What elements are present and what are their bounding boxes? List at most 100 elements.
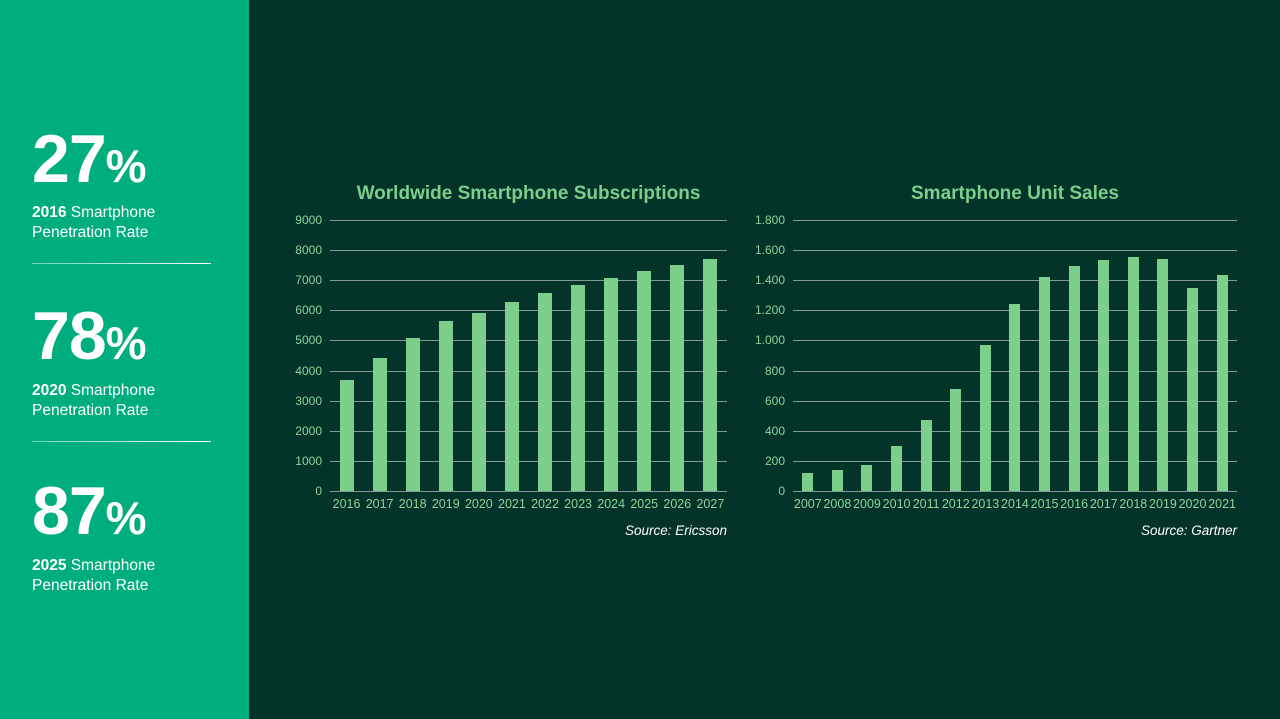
- bar-cell: [971, 220, 1001, 491]
- bar: [604, 278, 619, 491]
- x-axis-tick-label: 2019: [1149, 497, 1177, 511]
- y-axis-tick-label: 8000: [295, 243, 322, 257]
- y-axis-tick-label: 1.600: [754, 243, 785, 257]
- gridline: [793, 220, 1237, 221]
- y-axis-tick-label: 5000: [295, 333, 322, 347]
- bar: [950, 389, 962, 491]
- x-axis-tick-label: 2013: [971, 497, 1000, 511]
- x-axis-tick-label: 2011: [912, 497, 940, 511]
- stat-label-line2: Penetration Rate: [32, 402, 149, 419]
- stat-value-2025: 87%: [32, 477, 147, 545]
- y-axis-tick-label: 0: [315, 484, 322, 498]
- bar: [1187, 288, 1199, 491]
- bar-cell: [595, 220, 628, 491]
- stat-year: 2016: [32, 204, 67, 221]
- bar-cell: [330, 220, 363, 491]
- x-axis-tick-label: 2020: [1178, 497, 1207, 511]
- x-axis-tick-label: 2017: [1089, 497, 1118, 511]
- x-axis-labels: 2016 2017 2018 2019 2020 2021 2022 2023 2024 2025…: [330, 497, 727, 511]
- y-axis-tick-label: 9000: [295, 213, 322, 227]
- stat-label-2025: 2025 Smartphone Penetration Rate: [32, 556, 212, 596]
- bar-cell: [429, 220, 462, 491]
- x-axis-tick-label: 2012: [941, 497, 970, 511]
- gridline: [330, 461, 727, 462]
- y-axis-tick-label: 1.800: [754, 213, 785, 227]
- bar: [1068, 266, 1080, 491]
- bar-cell: [661, 220, 694, 491]
- chart-title: Worldwide Smartphone Subscriptions: [356, 183, 701, 204]
- x-axis-tick-label: 2015: [1030, 497, 1059, 511]
- bar: [339, 380, 354, 491]
- y-axis-tick-label: 600: [764, 394, 785, 408]
- stat-value-2016: 27%: [32, 125, 147, 193]
- gridline: [330, 401, 727, 402]
- bar: [538, 293, 552, 491]
- x-axis-tick-label: 2018: [1119, 497, 1148, 511]
- gridline: [330, 491, 727, 492]
- stat-number: 78: [32, 298, 107, 374]
- bar-cell: [562, 220, 595, 491]
- bar-cell: [852, 220, 882, 491]
- bar: [703, 259, 718, 491]
- y-axis-tick-label: 0: [778, 484, 785, 498]
- bar: [1098, 260, 1110, 491]
- bar: [1157, 259, 1169, 491]
- stat-value-2020: 78%: [32, 302, 147, 370]
- x-axis-tick-label: 2009: [853, 497, 881, 511]
- bar: [405, 338, 420, 491]
- chart-smartphone-unit-sales: Smartphone Unit Sales 1.800 1.600 1.400 1.20…: [755, 183, 1237, 538]
- divider: [32, 263, 211, 264]
- divider: [32, 441, 211, 442]
- y-axis-tick-label: 1000: [295, 454, 322, 468]
- x-axis-tick-label: 2019: [431, 497, 460, 511]
- source-credit: Source: Ericsson: [624, 523, 727, 538]
- bar-cell: [363, 220, 396, 491]
- x-axis-tick-label: 2023: [564, 497, 592, 511]
- bar-cell: [793, 220, 823, 491]
- y-axis-tick-label: 800: [764, 364, 785, 378]
- x-axis-tick-label: 2025: [630, 497, 659, 511]
- x-axis-tick-label: 2018: [398, 497, 427, 511]
- bar: [372, 358, 387, 491]
- bar: [670, 265, 685, 491]
- bar: [637, 271, 652, 491]
- stat-label-rest: Smartphone: [66, 382, 156, 399]
- gridline: [330, 280, 727, 281]
- gridline: [793, 250, 1237, 251]
- x-axis-tick-label: 2020: [464, 497, 493, 511]
- x-axis-tick-label: 2017: [365, 497, 394, 511]
- bar: [920, 420, 932, 491]
- x-axis-tick-label: 2026: [663, 497, 692, 511]
- percent-sign: %: [105, 492, 147, 544]
- bar: [438, 321, 453, 491]
- y-axis-tick-label: 6000: [295, 303, 322, 317]
- percent-sign: %: [105, 317, 147, 369]
- bar-cell: [1030, 220, 1060, 491]
- percent-sign: %: [105, 140, 147, 192]
- bar: [802, 473, 814, 491]
- x-axis-labels: 2007 2008 2009 2010 2011 2012 2013 2014 2015 2016…: [793, 497, 1237, 511]
- y-axis-tick-label: 4000: [295, 364, 322, 378]
- source-credit: Source: Gartner: [1140, 523, 1237, 538]
- bar-cell: [1089, 220, 1119, 491]
- bar-cell: [396, 220, 429, 491]
- bar-cell: [823, 220, 853, 491]
- stat-year: 2025: [32, 557, 67, 574]
- y-axis-tick-label: 1.000: [754, 333, 785, 347]
- x-axis-tick-label: 2027: [696, 497, 725, 511]
- bar-cell: [628, 220, 661, 491]
- bar: [1216, 275, 1228, 491]
- bar-cell: [462, 220, 495, 491]
- y-axis-tick-label: 2000: [295, 424, 322, 438]
- gridline: [793, 280, 1237, 281]
- x-axis-tick-label: 2008: [823, 497, 852, 511]
- x-axis-tick-label: 2016: [1060, 497, 1089, 511]
- bar-cell: [1119, 220, 1149, 491]
- gridline: [330, 371, 727, 372]
- stat-number: 27: [32, 121, 107, 197]
- x-axis-tick-label: 2010: [882, 497, 911, 511]
- y-axis-tick-label: 400: [764, 424, 785, 438]
- bar: [831, 470, 843, 491]
- x-axis-tick-label: 2014: [1001, 497, 1029, 511]
